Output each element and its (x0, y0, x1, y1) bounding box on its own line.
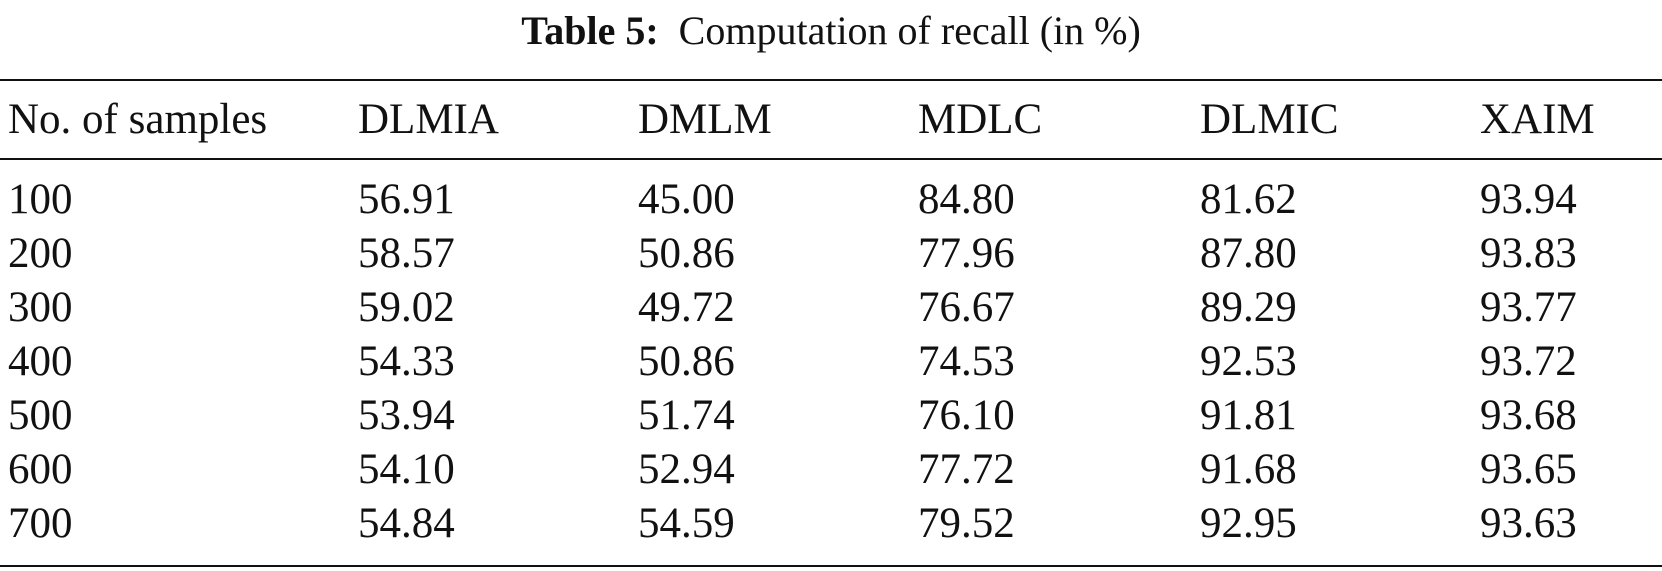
bottom-rule (0, 565, 1662, 567)
cell-samples: 400 (8, 337, 73, 385)
cell-dlmic: 89.29 (1200, 283, 1297, 331)
cell-samples: 600 (8, 445, 73, 493)
cell-mdlc: 74.53 (918, 337, 1015, 385)
cell-dlmia: 56.91 (358, 175, 455, 223)
cell-mdlc: 77.72 (918, 445, 1015, 493)
cell-dlmia: 54.10 (358, 445, 455, 493)
cell-xaim: 93.65 (1480, 445, 1577, 493)
cell-dlmic: 91.81 (1200, 391, 1297, 439)
table-row: 300 59.02 49.72 76.67 89.29 93.77 (0, 280, 1662, 334)
header-row: No. of samples DLMIA DMLM MDLC DLMIC XAI… (0, 81, 1662, 158)
cell-dmlm: 45.00 (638, 175, 735, 223)
cell-dlmia: 54.33 (358, 337, 455, 385)
cell-mdlc: 77.96 (918, 229, 1015, 277)
cell-samples: 300 (8, 283, 73, 331)
cell-samples: 100 (8, 175, 73, 223)
cell-dlmic: 87.80 (1200, 229, 1297, 277)
cell-xaim: 93.83 (1480, 229, 1577, 277)
cell-dlmia: 53.94 (358, 391, 455, 439)
header-dlmia: DLMIA (358, 96, 499, 143)
cell-samples: 500 (8, 391, 73, 439)
cell-xaim: 93.63 (1480, 499, 1577, 547)
header-dlmic: DLMIC (1200, 96, 1339, 143)
cell-mdlc: 76.10 (918, 391, 1015, 439)
table-row: 700 54.84 54.59 79.52 92.95 93.63 (0, 496, 1662, 550)
cell-mdlc: 76.67 (918, 283, 1015, 331)
cell-xaim: 93.77 (1480, 283, 1577, 331)
cell-xaim: 93.68 (1480, 391, 1577, 439)
cell-dmlm: 50.86 (638, 337, 735, 385)
table-row: 100 56.91 45.00 84.80 81.62 93.94 (0, 172, 1662, 226)
table-body: 100 56.91 45.00 84.80 81.62 93.94 200 58… (0, 172, 1662, 550)
cell-dlmic: 92.53 (1200, 337, 1297, 385)
cell-dlmic: 91.68 (1200, 445, 1297, 493)
cell-dlmia: 58.57 (358, 229, 455, 277)
cell-dmlm: 52.94 (638, 445, 735, 493)
caption-spacer (659, 11, 679, 51)
caption-label: Table 5: (521, 8, 659, 53)
header-xaim: XAIM (1480, 96, 1595, 143)
header-mdlc: MDLC (918, 96, 1043, 143)
header-samples: No. of samples (8, 96, 268, 143)
cell-dlmia: 54.84 (358, 499, 455, 547)
cell-samples: 200 (8, 229, 73, 277)
table-row: 600 54.10 52.94 77.72 91.68 93.65 (0, 442, 1662, 496)
table-row: 400 54.33 50.86 74.53 92.53 93.72 (0, 334, 1662, 388)
cell-samples: 700 (8, 499, 73, 547)
caption-text: Computation of recall (in %) (678, 8, 1141, 53)
cell-dmlm: 54.59 (638, 499, 735, 547)
cell-dlmic: 81.62 (1200, 175, 1297, 223)
cell-dmlm: 50.86 (638, 229, 735, 277)
cell-xaim: 93.94 (1480, 175, 1577, 223)
table-row: 200 58.57 50.86 77.96 87.80 93.83 (0, 226, 1662, 280)
cell-xaim: 93.72 (1480, 337, 1577, 385)
cell-mdlc: 84.80 (918, 175, 1015, 223)
table-header: No. of samples DLMIA DMLM MDLC DLMIC XAI… (0, 81, 1662, 158)
header-rule (0, 158, 1662, 160)
top-rule (0, 79, 1662, 81)
cell-mdlc: 79.52 (918, 499, 1015, 547)
table-row: 500 53.94 51.74 76.10 91.81 93.68 (0, 388, 1662, 442)
table-caption: Table 5: Computation of recall (in %) (0, 0, 1662, 62)
header-dmlm: DMLM (638, 96, 772, 143)
cell-dmlm: 49.72 (638, 283, 735, 331)
cell-dlmia: 59.02 (358, 283, 455, 331)
cell-dlmic: 92.95 (1200, 499, 1297, 547)
cell-dmlm: 51.74 (638, 391, 735, 439)
